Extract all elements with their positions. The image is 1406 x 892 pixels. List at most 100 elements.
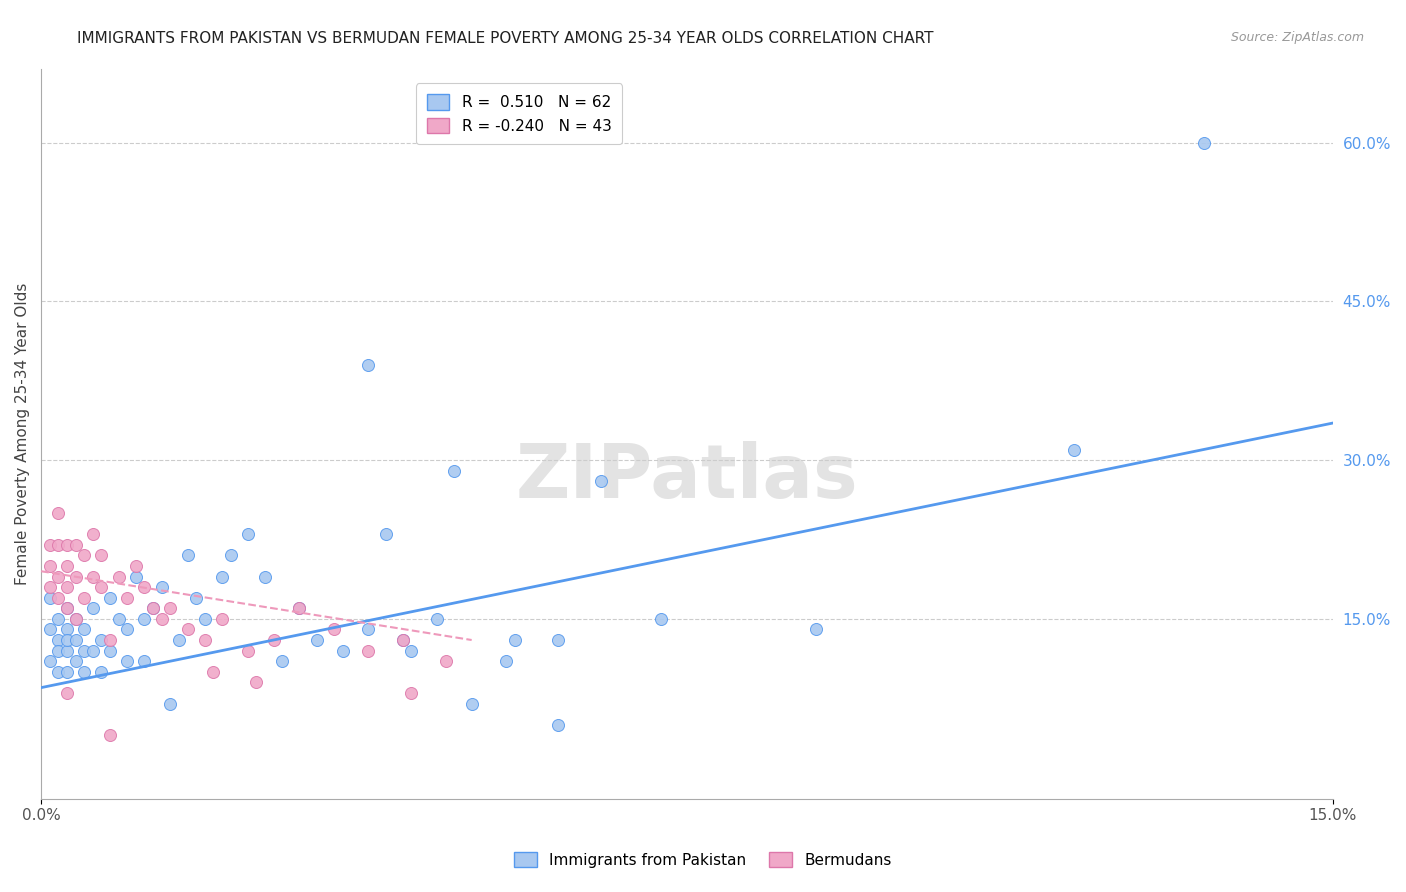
Point <box>288 601 311 615</box>
Point <box>804 623 827 637</box>
Point <box>401 643 423 657</box>
Point <box>589 475 612 489</box>
Point <box>46 569 69 583</box>
Point <box>150 612 173 626</box>
Point <box>73 643 96 657</box>
Point <box>46 506 69 520</box>
Point <box>38 558 60 573</box>
Point <box>125 558 148 573</box>
Point <box>176 549 198 563</box>
Point <box>65 633 87 648</box>
Point <box>547 633 569 648</box>
Point <box>73 665 96 679</box>
Text: ZIPatlas: ZIPatlas <box>516 441 858 514</box>
Point <box>391 633 413 648</box>
Point <box>107 569 129 583</box>
Point <box>56 686 79 700</box>
Point <box>125 569 148 583</box>
Point <box>73 623 96 637</box>
Point <box>98 728 121 742</box>
Point <box>46 591 69 605</box>
Point <box>374 527 396 541</box>
Point <box>159 697 181 711</box>
Point <box>38 654 60 668</box>
Point <box>357 358 380 372</box>
Y-axis label: Female Poverty Among 25-34 Year Olds: Female Poverty Among 25-34 Year Olds <box>15 283 30 585</box>
Point <box>650 612 672 626</box>
Point <box>82 527 104 541</box>
Point <box>56 623 79 637</box>
Point <box>98 633 121 648</box>
Point <box>82 601 104 615</box>
Point <box>90 549 112 563</box>
Point <box>253 569 276 583</box>
Point <box>134 612 156 626</box>
Point <box>56 665 79 679</box>
Point <box>115 623 138 637</box>
Point <box>503 633 526 648</box>
Point <box>263 633 285 648</box>
Point <box>56 633 79 648</box>
Point <box>426 612 449 626</box>
Point <box>211 569 233 583</box>
Point <box>134 580 156 594</box>
Point <box>38 591 60 605</box>
Point <box>322 623 344 637</box>
Point <box>115 654 138 668</box>
Point <box>142 601 165 615</box>
Legend: Immigrants from Pakistan, Bermudans: Immigrants from Pakistan, Bermudans <box>508 846 898 873</box>
Point <box>56 538 79 552</box>
Point <box>236 643 259 657</box>
Point <box>73 549 96 563</box>
Point <box>547 717 569 731</box>
Point <box>46 633 69 648</box>
Point <box>202 665 225 679</box>
Point <box>460 697 482 711</box>
Point <box>1192 136 1215 150</box>
Point <box>90 580 112 594</box>
Point <box>38 580 60 594</box>
Point <box>82 569 104 583</box>
Point <box>1063 442 1085 457</box>
Point <box>150 580 173 594</box>
Point <box>142 601 165 615</box>
Point <box>65 569 87 583</box>
Point <box>495 654 517 668</box>
Point <box>56 601 79 615</box>
Point <box>236 527 259 541</box>
Point <box>56 580 79 594</box>
Point <box>401 686 423 700</box>
Point <box>98 643 121 657</box>
Point <box>271 654 294 668</box>
Point <box>46 538 69 552</box>
Point <box>107 612 129 626</box>
Point <box>434 654 457 668</box>
Point <box>219 549 242 563</box>
Text: Source: ZipAtlas.com: Source: ZipAtlas.com <box>1230 31 1364 45</box>
Point <box>82 643 104 657</box>
Point <box>159 601 181 615</box>
Point <box>332 643 354 657</box>
Point <box>176 623 198 637</box>
Point <box>90 665 112 679</box>
Point <box>357 623 380 637</box>
Point <box>288 601 311 615</box>
Point <box>38 538 60 552</box>
Point <box>391 633 413 648</box>
Point <box>194 612 217 626</box>
Point <box>98 591 121 605</box>
Point <box>245 675 267 690</box>
Point <box>56 601 79 615</box>
Point <box>65 538 87 552</box>
Point <box>38 623 60 637</box>
Point <box>56 643 79 657</box>
Point <box>65 654 87 668</box>
Point <box>115 591 138 605</box>
Legend: R =  0.510   N = 62, R = -0.240   N = 43: R = 0.510 N = 62, R = -0.240 N = 43 <box>416 84 623 145</box>
Point <box>46 643 69 657</box>
Point <box>357 643 380 657</box>
Point <box>167 633 190 648</box>
Point <box>134 654 156 668</box>
Point <box>46 612 69 626</box>
Point <box>73 591 96 605</box>
